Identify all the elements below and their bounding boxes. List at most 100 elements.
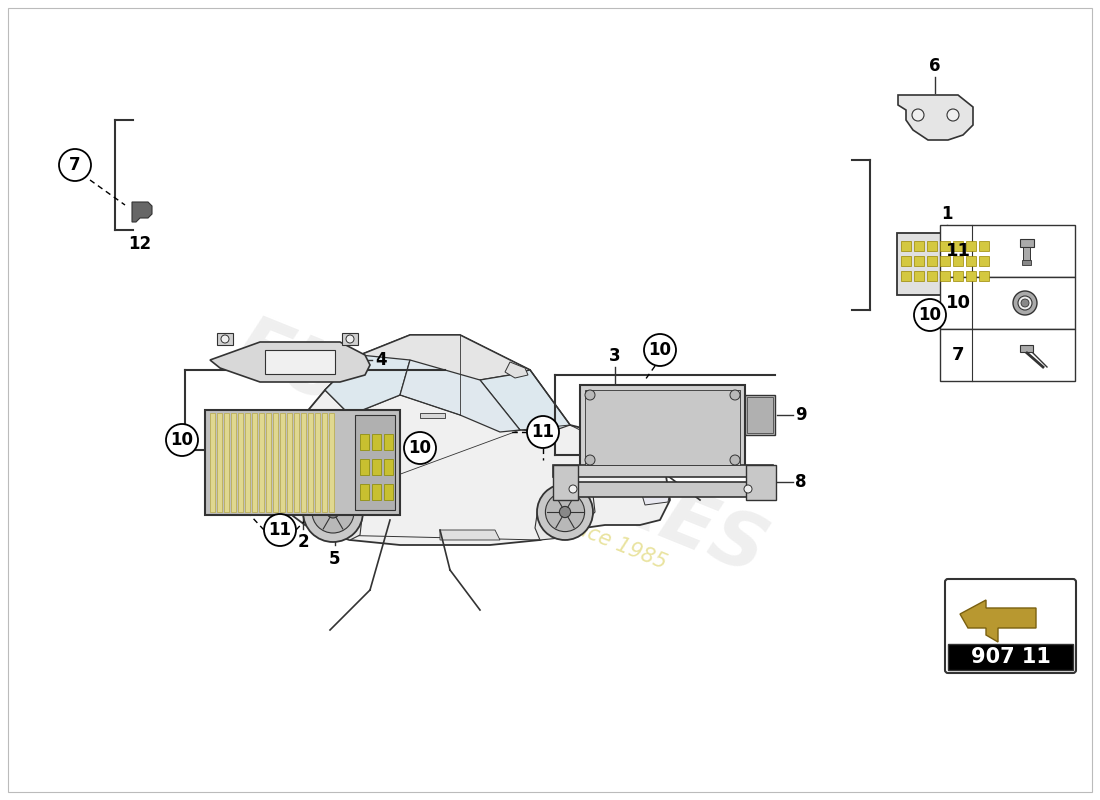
- Bar: [355, 415, 395, 510]
- Polygon shape: [265, 350, 336, 374]
- Bar: [568, 482, 758, 497]
- Bar: [746, 465, 776, 500]
- Bar: [224, 413, 229, 512]
- Text: 7: 7: [952, 346, 965, 364]
- Bar: [914, 271, 924, 281]
- Bar: [420, 413, 446, 418]
- Bar: [966, 256, 976, 266]
- Bar: [372, 434, 381, 450]
- Bar: [948, 644, 1072, 670]
- Bar: [1023, 247, 1030, 261]
- Bar: [287, 413, 292, 512]
- Polygon shape: [300, 480, 362, 540]
- Bar: [360, 459, 368, 475]
- Polygon shape: [324, 355, 410, 415]
- Circle shape: [327, 506, 339, 518]
- Bar: [914, 241, 924, 251]
- Text: 10: 10: [649, 341, 671, 359]
- Bar: [315, 413, 320, 512]
- Bar: [966, 241, 976, 251]
- Circle shape: [264, 514, 296, 546]
- Bar: [966, 271, 976, 281]
- Polygon shape: [505, 362, 528, 378]
- FancyBboxPatch shape: [945, 579, 1076, 673]
- Bar: [384, 434, 393, 450]
- Circle shape: [914, 299, 946, 331]
- Circle shape: [221, 335, 229, 343]
- Text: 1: 1: [942, 205, 953, 223]
- Bar: [914, 256, 924, 266]
- Text: 11: 11: [946, 242, 970, 260]
- Text: 8: 8: [795, 473, 806, 491]
- Text: 11: 11: [531, 423, 554, 441]
- Bar: [205, 410, 400, 515]
- Bar: [585, 390, 740, 465]
- Text: a passion for parts since 1985: a passion for parts since 1985: [371, 437, 670, 574]
- Bar: [953, 271, 962, 281]
- Polygon shape: [210, 342, 370, 382]
- Bar: [217, 333, 233, 345]
- Bar: [940, 329, 1075, 381]
- Circle shape: [730, 455, 740, 465]
- Bar: [384, 484, 393, 500]
- Bar: [372, 484, 381, 500]
- Text: 10: 10: [170, 431, 194, 449]
- Circle shape: [346, 335, 354, 343]
- Circle shape: [1018, 296, 1032, 310]
- Circle shape: [546, 492, 584, 532]
- Bar: [747, 397, 773, 433]
- Bar: [238, 413, 243, 512]
- Bar: [277, 466, 297, 478]
- Text: 12: 12: [129, 235, 152, 253]
- Polygon shape: [275, 335, 670, 545]
- Bar: [280, 413, 285, 512]
- Text: 6: 6: [930, 57, 940, 75]
- Circle shape: [644, 334, 676, 366]
- Bar: [342, 333, 358, 345]
- Bar: [580, 385, 745, 470]
- Bar: [979, 256, 989, 266]
- Bar: [1020, 239, 1034, 247]
- Text: 3: 3: [609, 347, 620, 365]
- Bar: [1022, 260, 1031, 265]
- Polygon shape: [960, 600, 1036, 642]
- Circle shape: [404, 432, 436, 464]
- Bar: [1020, 345, 1033, 352]
- Polygon shape: [898, 95, 974, 140]
- Circle shape: [569, 485, 578, 493]
- Bar: [953, 241, 962, 251]
- Text: 5: 5: [329, 550, 341, 568]
- Text: 9: 9: [795, 406, 806, 424]
- Bar: [277, 483, 292, 495]
- Bar: [322, 413, 327, 512]
- Polygon shape: [440, 530, 500, 540]
- Text: 2: 2: [297, 533, 309, 551]
- Bar: [953, 256, 962, 266]
- Bar: [384, 459, 393, 475]
- Polygon shape: [132, 202, 152, 222]
- Bar: [940, 271, 950, 281]
- Bar: [553, 465, 773, 477]
- Text: 10: 10: [408, 439, 431, 457]
- Bar: [927, 256, 937, 266]
- Bar: [940, 277, 1075, 329]
- Circle shape: [527, 416, 559, 448]
- Bar: [901, 271, 911, 281]
- Bar: [301, 413, 306, 512]
- Bar: [927, 241, 937, 251]
- Circle shape: [947, 109, 959, 121]
- Bar: [308, 413, 314, 512]
- Bar: [252, 413, 257, 512]
- Bar: [360, 434, 368, 450]
- Circle shape: [730, 390, 740, 400]
- Circle shape: [1013, 291, 1037, 315]
- Bar: [258, 413, 264, 512]
- Text: 907 11: 907 11: [970, 647, 1050, 667]
- Text: 10: 10: [918, 306, 942, 324]
- Bar: [360, 484, 368, 500]
- Bar: [901, 256, 911, 266]
- Bar: [940, 256, 950, 266]
- Bar: [745, 395, 776, 435]
- Bar: [553, 465, 578, 500]
- Circle shape: [744, 485, 752, 493]
